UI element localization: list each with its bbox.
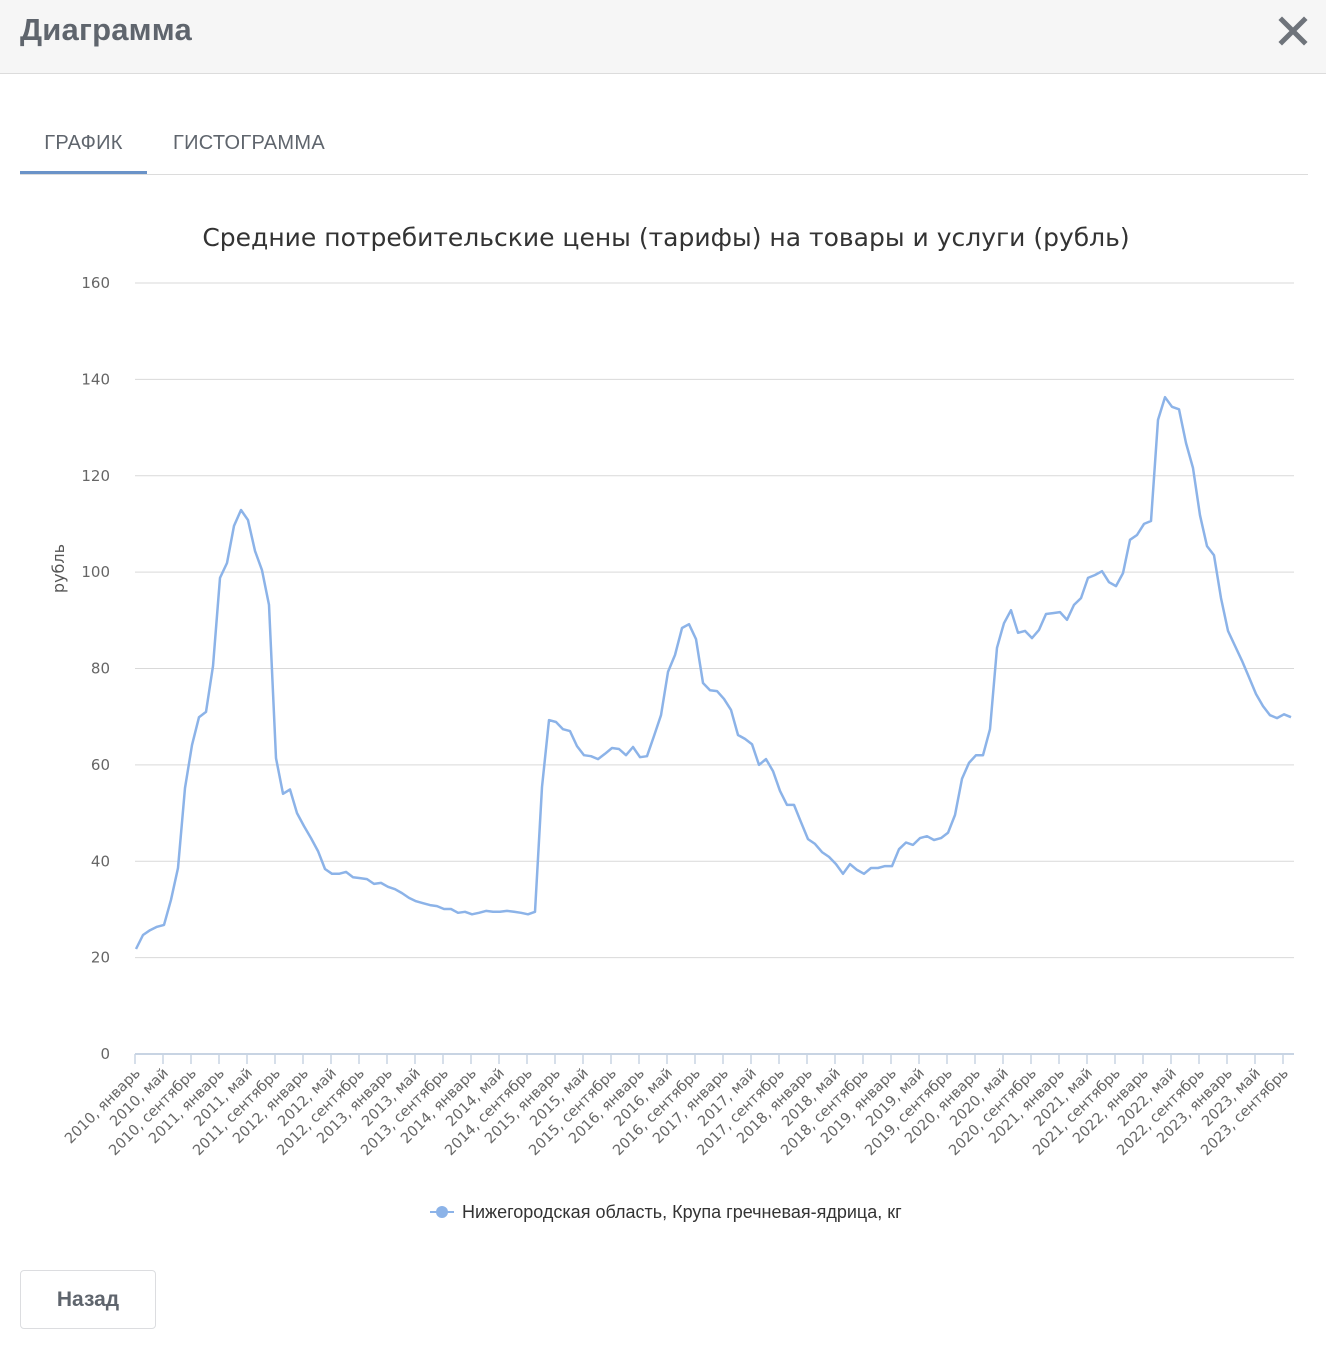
y-tick-label: 60 [91, 756, 110, 774]
tab-histogram-label: ГИСТОГРАММА [173, 132, 325, 154]
tab-graph[interactable]: ГРАФИК [20, 132, 147, 174]
y-tick-label: 0 [100, 1045, 110, 1063]
dialog-title: Диаграмма [20, 12, 192, 47]
chart-title: Средние потребительские цены (тарифы) на… [202, 223, 1129, 252]
y-tick-label: 40 [91, 852, 110, 870]
chart-area: Средние потребительские цены (тарифы) на… [0, 190, 1326, 1250]
y-tick-label: 80 [91, 660, 110, 678]
y-tick-label: 160 [81, 274, 110, 292]
legend-label: Нижегородская область, Крупа гречневая-я… [462, 1201, 902, 1222]
tab-graph-label: ГРАФИК [44, 132, 123, 154]
tab-histogram[interactable]: ГИСТОГРАММА [173, 132, 325, 174]
y-tick-label: 20 [91, 949, 110, 967]
chart-type-tabs: ГРАФИК ГИСТОГРАММА [20, 112, 1308, 175]
line-chart: Средние потребительские цены (тарифы) на… [49, 223, 1294, 1159]
back-button[interactable]: Назад [20, 1270, 156, 1329]
close-icon [1278, 16, 1308, 46]
close-button[interactable] [1278, 16, 1308, 46]
data-series-line[interactable] [134, 395, 1292, 950]
dialog-header: Диаграмма [0, 0, 1326, 74]
y-tick-label: 120 [81, 467, 110, 485]
y-axis-label: рубль [49, 544, 68, 593]
y-tick-label: 140 [81, 370, 110, 388]
y-tick-label: 100 [81, 563, 110, 581]
legend-series-marker-icon [430, 1206, 454, 1218]
chart-legend-item[interactable]: Нижегородская область, Крупа гречневая-я… [430, 1200, 902, 1224]
